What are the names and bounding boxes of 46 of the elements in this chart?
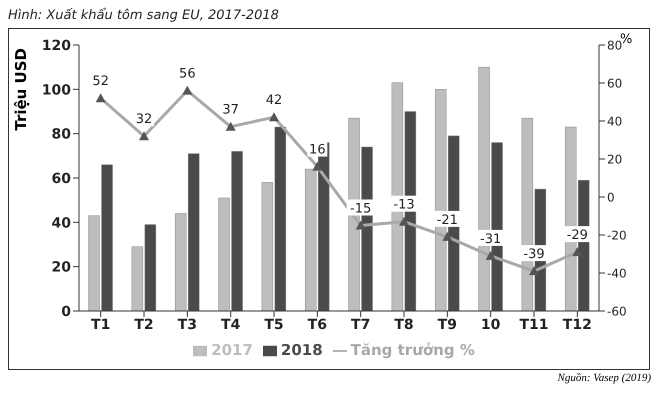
x-tick-label: T7 — [351, 316, 370, 333]
x-tick-label: T1 — [91, 316, 110, 333]
data-label: -15 — [350, 202, 372, 216]
y-tick-label: 60 — [52, 170, 72, 187]
legend-label: 2018 — [280, 341, 323, 359]
y2-tick-label: 40 — [607, 114, 622, 128]
data-label: -13 — [393, 198, 415, 213]
data-label: 52 — [92, 74, 109, 90]
y2-axis-title: % — [620, 32, 632, 47]
x-tick-label: T4 — [221, 316, 241, 333]
y-tick-label: 0 — [61, 304, 72, 320]
y-axis-title: Triệu USD — [12, 48, 30, 131]
x-tick-label: T9 — [438, 316, 457, 333]
y-tick-label: 40 — [52, 215, 72, 232]
legend-label: 2017 — [211, 341, 253, 359]
y-tick-label: 20 — [52, 260, 72, 276]
x-tick-label: T11 — [519, 316, 549, 333]
y2-tick-label: -40 — [607, 266, 627, 280]
text: Nguồn: Vasep (2019) — [558, 372, 651, 384]
x-tick-label: 10 — [480, 316, 501, 333]
legend-label: Tăng trưởng % — [350, 341, 475, 359]
x-tick-label: T2 — [134, 316, 154, 333]
y2-tick-label: -60 — [607, 304, 627, 318]
data-label: 32 — [136, 112, 152, 128]
y2-tick-label: 60 — [607, 76, 622, 90]
data-label: -21 — [436, 212, 458, 228]
y2-tick-label: -20 — [607, 228, 627, 242]
x-tick-label: T3 — [178, 316, 197, 333]
chart-title: Hình: Xuất khẩu tôm sang EU, 2017-2018 — [8, 8, 280, 25]
data-label: -31 — [480, 232, 502, 247]
y2-tick-label: 20 — [607, 152, 622, 166]
y2-tick-label: 80 — [607, 38, 622, 52]
data-label: 42 — [266, 93, 282, 108]
y-tick-label: 80 — [52, 126, 72, 143]
x-tick-label: T5 — [264, 316, 284, 333]
x-tick-label: T12 — [562, 316, 592, 333]
y-tick-label: 100 — [42, 82, 72, 98]
data-label: -29 — [566, 228, 588, 244]
y2-tick-label: 0 — [607, 190, 615, 204]
x-tick-label: T6 — [308, 316, 327, 333]
data-label: 37 — [222, 102, 239, 118]
data-label: -39 — [523, 247, 545, 262]
x-tick-label: T8 — [394, 316, 414, 333]
data-label: 56 — [179, 66, 196, 82]
y-tick-label: 120 — [42, 38, 72, 54]
data-label: 16 — [309, 142, 326, 158]
